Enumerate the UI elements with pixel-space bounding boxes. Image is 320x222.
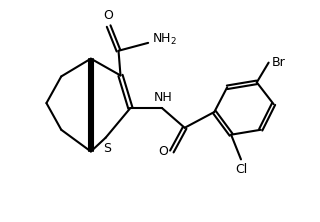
Text: O: O <box>104 9 114 22</box>
Text: NH: NH <box>154 91 172 104</box>
Text: Cl: Cl <box>235 163 247 176</box>
Text: O: O <box>158 145 168 158</box>
Text: NH$_2$: NH$_2$ <box>152 32 177 48</box>
Text: Br: Br <box>272 56 285 69</box>
Text: S: S <box>103 142 111 155</box>
